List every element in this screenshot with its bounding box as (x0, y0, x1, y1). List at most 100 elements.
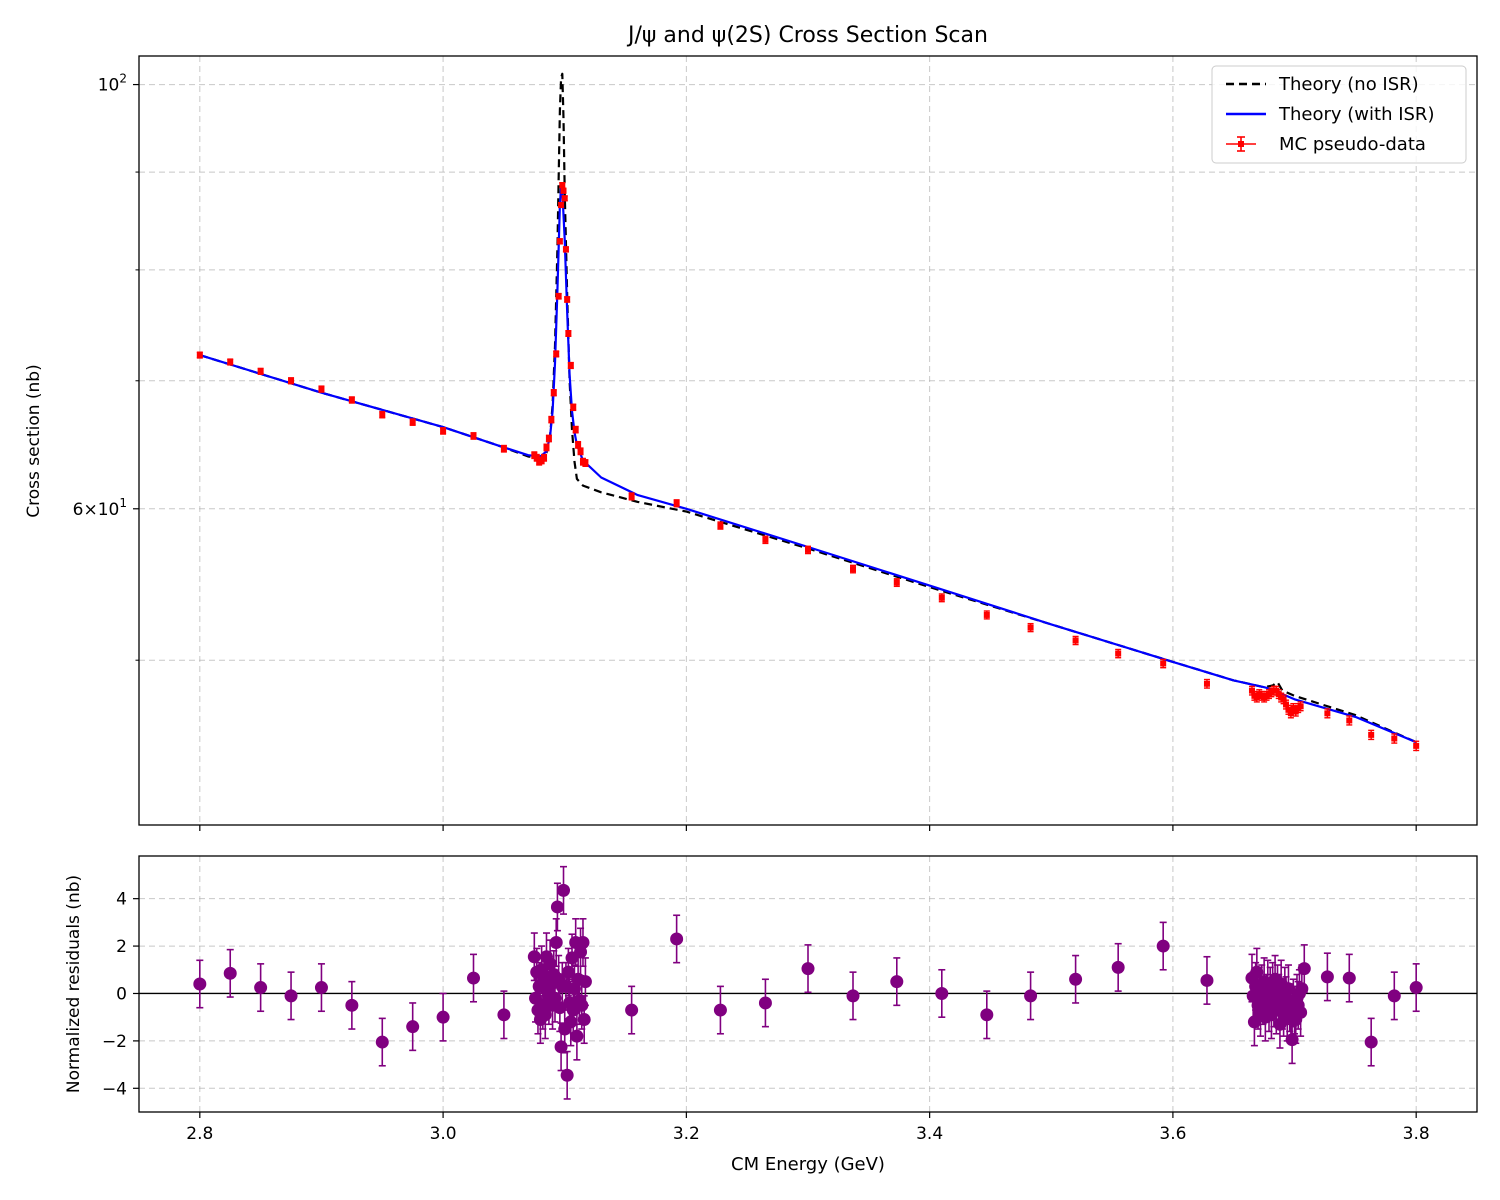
residual-plot-frame (138, 855, 1478, 1113)
x-tick-label: 3.4 (916, 1124, 943, 1144)
residual-marker (1111, 960, 1125, 974)
data-point-marker (1275, 691, 1282, 698)
legend-label-data: MC pseudo-data (1279, 134, 1426, 155)
x-axis-label: CM Energy (GeV) (731, 1154, 885, 1175)
residual-point (284, 971, 298, 1021)
data-point-marker (1287, 710, 1294, 717)
data-point (805, 545, 811, 555)
data-point-marker (1248, 687, 1255, 694)
data-point-marker (379, 411, 386, 418)
data-point (938, 593, 945, 603)
residual-point (557, 865, 571, 915)
main-curves (199, 72, 1417, 744)
residual-marker (1024, 989, 1038, 1003)
data-point-marker (1391, 735, 1398, 742)
residual-marker (1250, 965, 1264, 979)
x-tick-label: 3.6 (1159, 1124, 1186, 1144)
residual-point (375, 1017, 389, 1067)
residual-marker (436, 1010, 450, 1024)
data-point (850, 564, 857, 574)
data-point-marker (762, 536, 769, 543)
data-point-marker (470, 432, 477, 439)
data-point (1324, 708, 1331, 719)
residual-marker (497, 1008, 511, 1022)
residual-point (1409, 963, 1423, 1013)
data-point (559, 182, 566, 189)
residual-marker (549, 936, 563, 950)
residual-y-tick-label: 0 (116, 984, 127, 1004)
residual-marker (1364, 1035, 1378, 1049)
residual-point (436, 992, 450, 1042)
data-point-marker (1368, 731, 1375, 738)
residual-marker (560, 1068, 574, 1082)
x-tick-label: 3.0 (430, 1124, 457, 1144)
data-point-marker (318, 386, 325, 393)
data-point-marker (1203, 680, 1210, 687)
data-point (1160, 658, 1167, 669)
residual-marker (1281, 982, 1295, 996)
data-point (893, 578, 900, 588)
data-point (1072, 635, 1079, 646)
legend-swatch-data (1226, 136, 1256, 152)
residual-point (345, 980, 359, 1030)
residual-marker (1320, 970, 1334, 984)
residual-point (1024, 971, 1038, 1021)
residual-points (193, 865, 1423, 1100)
data-point (561, 195, 568, 202)
residual-point (578, 957, 592, 1007)
residual-point (193, 959, 207, 1009)
data-point-marker (850, 566, 857, 573)
residual-marker (1295, 982, 1309, 996)
data-point-marker (582, 460, 589, 467)
data-point-marker (805, 546, 811, 553)
data-point-marker (560, 187, 567, 194)
data-point-marker (565, 330, 572, 337)
data-point-marker (409, 419, 416, 426)
residual-point (1387, 971, 1401, 1021)
data-point-marker (1072, 637, 1079, 644)
residual-point (890, 957, 904, 1007)
data-point-marker (288, 377, 295, 384)
data-point-marker (550, 389, 557, 396)
data-point-marker (575, 441, 582, 448)
data-point (564, 296, 571, 303)
residual-marker (223, 966, 237, 980)
data-point-marker (196, 352, 203, 359)
data-point (555, 292, 562, 300)
data-point-marker (628, 493, 635, 500)
data-point-marker (558, 202, 565, 209)
main-y-axis-label: Cross section (nb) (24, 364, 44, 517)
residual-marker (625, 1003, 639, 1017)
residual-point (625, 985, 639, 1035)
main-panel: 102 6×101 Cross section (nb) (24, 55, 1478, 831)
data-point (196, 351, 203, 359)
x-tick-label: 3.2 (673, 1124, 700, 1144)
data-point (577, 447, 584, 456)
data-point (440, 427, 447, 435)
residual-y-tick-label: 4 (116, 890, 127, 910)
residual-marker (1200, 973, 1214, 987)
legend: Theory (no ISR) Theory (with ISR) MC pse… (1211, 65, 1467, 164)
data-point-marker (1285, 706, 1292, 713)
data-point-marker (561, 195, 568, 202)
data-point (556, 238, 563, 245)
data-point-marker (938, 594, 945, 601)
data-point (558, 201, 565, 209)
residual-point (1342, 953, 1356, 1003)
data-point-marker (556, 238, 563, 245)
residual-marker (1297, 962, 1311, 976)
data-point-marker (1027, 624, 1034, 631)
data-point (717, 521, 724, 530)
data-point (541, 453, 548, 462)
data-point (1391, 733, 1398, 744)
data-point (257, 367, 264, 375)
data-point-marker (1324, 710, 1331, 717)
residual-marker (890, 975, 904, 989)
legend-label-no-isr: Theory (no ISR) (1278, 74, 1419, 95)
data-point (562, 246, 569, 253)
legend-box (1211, 65, 1467, 164)
data-point-marker (227, 359, 234, 366)
data-point (673, 499, 680, 508)
residual-marker (577, 1013, 591, 1027)
